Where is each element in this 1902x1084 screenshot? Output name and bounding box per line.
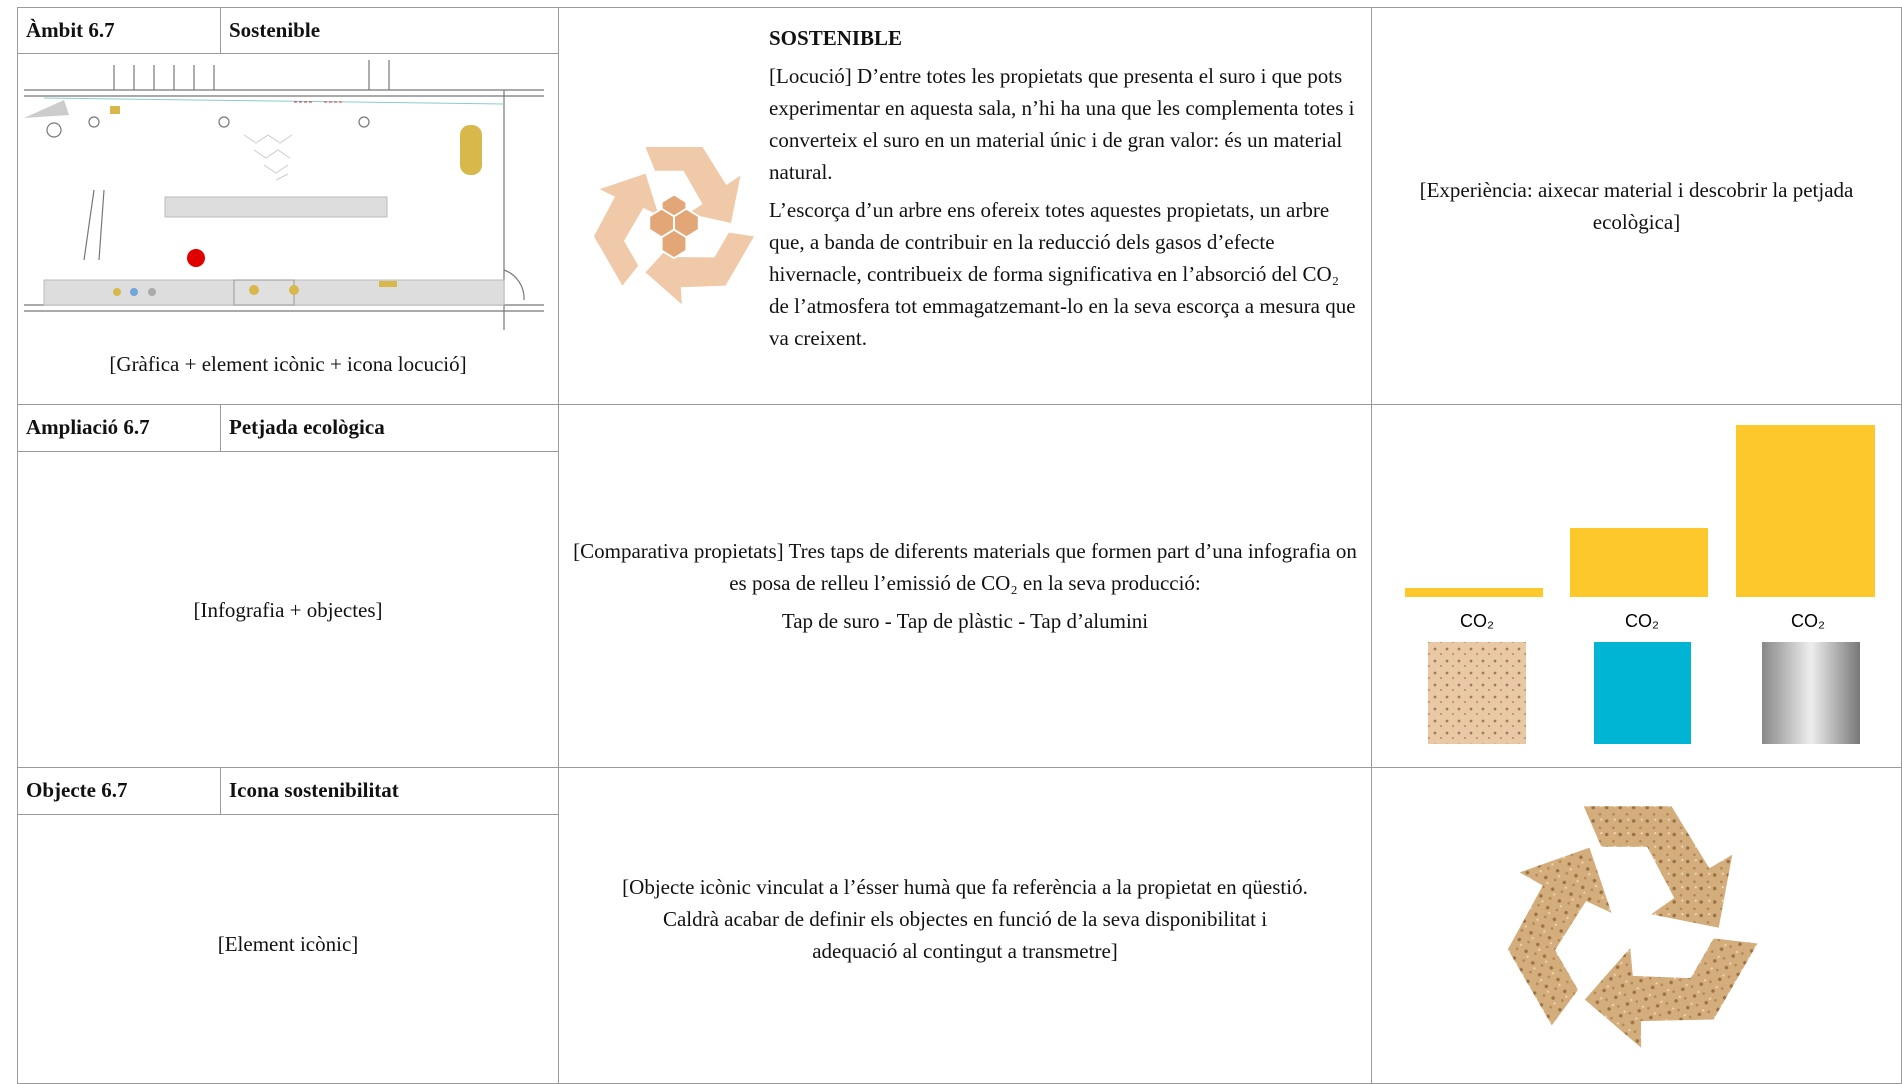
label-cell: Objecte 6.7 <box>17 767 221 815</box>
title-cell: Icona sostenibilitat <box>220 767 559 815</box>
paragraph: [Comparativa propietats] Tres taps de di… <box>573 539 1357 595</box>
title-cell: Petjada ecològica <box>220 404 559 452</box>
bar <box>1736 425 1875 597</box>
label-cell: Ampliació 6.7 <box>17 404 221 452</box>
label-cell: Àmbit 6.7 <box>17 7 221 54</box>
bar <box>1405 588 1543 597</box>
co2-label: CO₂ <box>1460 611 1494 631</box>
heading: SOSTENIBLE <box>769 26 903 50</box>
cork-swatch <box>1428 642 1526 744</box>
caption-cell: [Infografia + objectes] <box>17 451 559 768</box>
infographic-cell: CO₂ CO₂ CO₂ <box>1371 404 1902 768</box>
icon-cell <box>1371 767 1902 1084</box>
caption: [Gràfica + element icònic + icona locuci… <box>109 352 467 376</box>
recycle-icon <box>579 147 755 318</box>
infographic: CO₂ CO₂ CO₂ <box>1405 425 1875 744</box>
cork-recycle-icon <box>1496 806 1758 1060</box>
paragraph: Tap de suro - Tap de plàstic - Tap d’alu… <box>781 609 1149 633</box>
description-cell: [Objecte icònic vinculat a l’ésser humà … <box>558 767 1372 1084</box>
aluminium-swatch <box>1762 642 1860 744</box>
description-cell: [Comparativa propietats] Tres taps de di… <box>558 404 1372 768</box>
plastic-swatch <box>1594 642 1691 744</box>
caption-cell: [Element icònic] <box>17 814 559 1084</box>
description-cell: SOSTENIBLE [Locució] D’entre totes les p… <box>558 7 1372 405</box>
paragraph: [Locució] D’entre totes les propietats q… <box>769 64 1355 184</box>
title-cell: Sostenible <box>220 7 559 54</box>
co2-label: CO₂ <box>1625 611 1659 631</box>
paragraph: L’escorça d’un arbre ens ofereix totes a… <box>769 198 1356 350</box>
floor-plan <box>24 60 544 330</box>
bar <box>1570 528 1708 597</box>
experience-cell: [Experiència: aixecar material i descobr… <box>1371 7 1902 405</box>
co2-label: CO₂ <box>1791 611 1825 631</box>
plan-cell: [Gràfica + element icònic + icona locuci… <box>17 53 559 405</box>
